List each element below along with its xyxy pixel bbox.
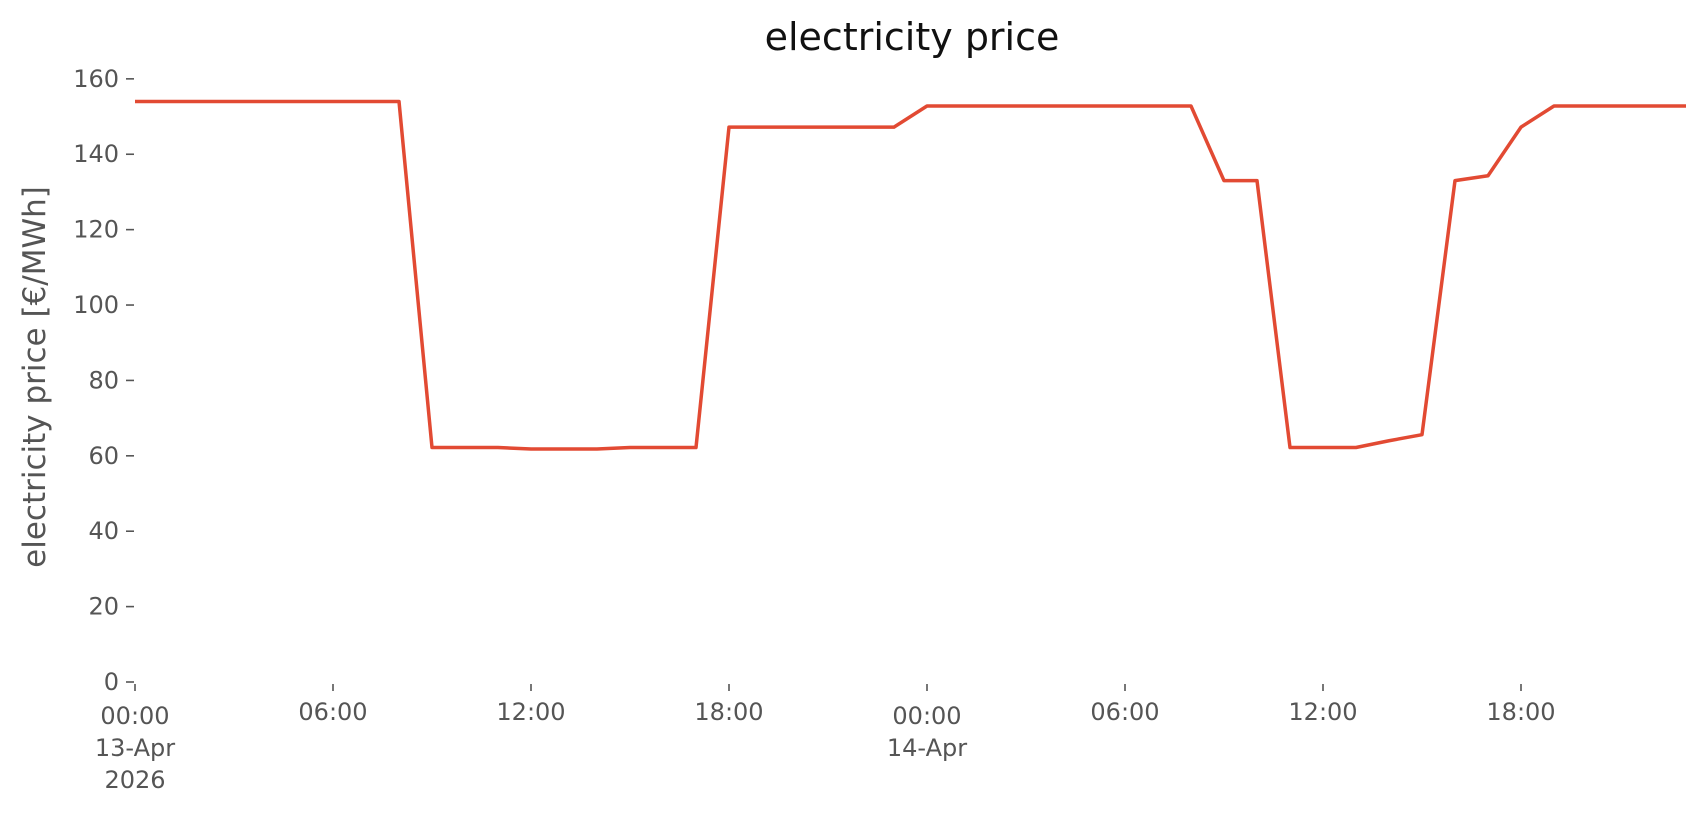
y-tick-label: 20 [88,593,119,621]
y-axis: 0 20 40 60 80 100 120 140 160 [73,65,134,696]
x-tick-label: 06:00 [298,698,367,726]
x-tick-label: 13-Apr [95,734,175,762]
x-tick-label: 06:00 [1090,698,1159,726]
x-tick-label: 2026 [104,766,165,794]
y-axis-label: electricity price [€/MWh] [17,186,53,568]
x-tick-label: 14-Apr [887,734,967,762]
x-tick-label: 18:00 [694,698,763,726]
x-tick-label: 18:00 [1486,698,1555,726]
y-tick-label: 120 [73,216,119,244]
x-axis: 00:00 13-Apr 2026 06:00 12:00 18:00 00:00 14-Ap… [95,684,1556,794]
y-tick-label: 140 [73,140,119,168]
series-line [135,99,1686,451]
plot-area [135,99,1686,451]
y-tick-label: 100 [73,291,119,319]
y-tick-label: 160 [73,65,119,93]
y-tick-label: 60 [88,442,119,470]
y-tick-label: 0 [104,668,119,696]
y-tick-label: 40 [88,517,119,545]
x-tick-label: 12:00 [1288,698,1357,726]
x-tick-label: 12:00 [496,698,565,726]
x-tick-label: 00:00 [100,702,169,730]
y-tick-label: 80 [88,366,119,394]
chart-title: electricity price [765,15,1060,59]
x-tick-label: 00:00 [892,702,961,730]
